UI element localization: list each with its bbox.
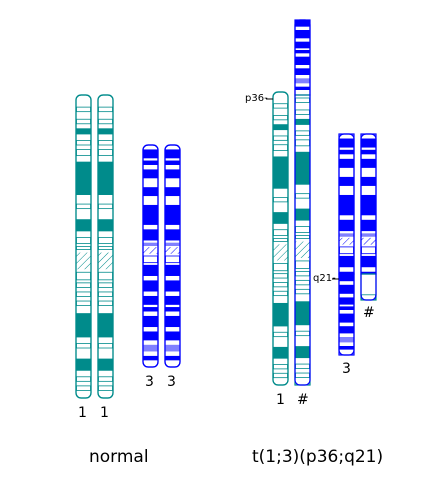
label-normal-chr3-b: 3 — [167, 374, 176, 390]
caption-translocation: t(1;3)(p36;q21) — [252, 447, 384, 467]
label-trans-der1: # — [297, 392, 309, 408]
chromosome-normal-1a — [75, 94, 92, 399]
breakpoint-label-p36: p36- — [245, 93, 268, 104]
chromosome-der-3 — [360, 133, 377, 301]
label-normal-chr3-a: 3 — [145, 374, 154, 390]
chromosome-normal-3b — [164, 144, 181, 368]
caption-normal: normal — [89, 447, 149, 467]
breakpoint-label-q21: q21- — [313, 273, 336, 284]
chromosome-der-3-left — [338, 133, 355, 356]
label-trans-chr1: 1 — [276, 392, 285, 408]
label-normal-chr1-b: 1 — [100, 405, 109, 421]
chromosome-trans-1 — [272, 91, 289, 386]
chromosome-der-1 — [294, 19, 311, 386]
label-trans-chr3: 3 — [342, 361, 351, 377]
label-trans-der3: # — [363, 305, 375, 321]
label-normal-chr1-a: 1 — [78, 405, 87, 421]
chromosome-normal-3a — [142, 144, 159, 368]
chromosome-normal-1b — [97, 94, 114, 399]
